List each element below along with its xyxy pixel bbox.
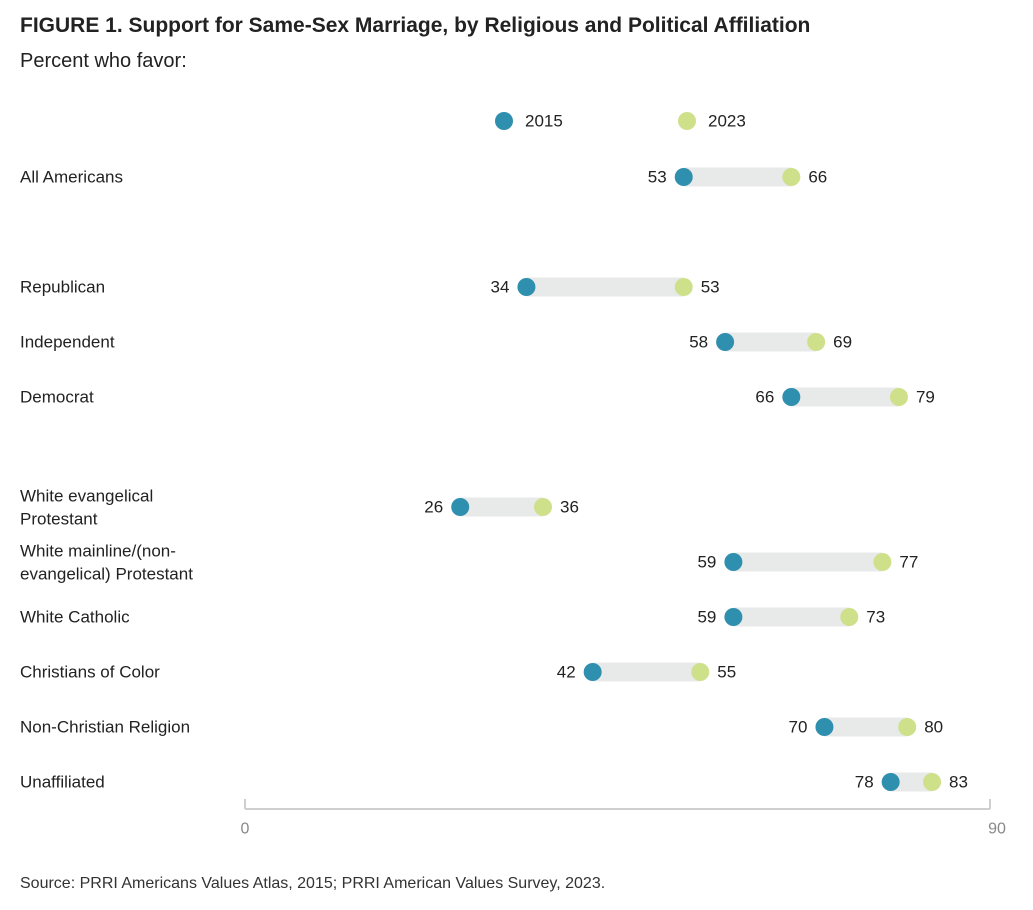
category-label: All Americans bbox=[20, 168, 123, 187]
range-bar bbox=[592, 662, 701, 682]
value-label-2023: 79 bbox=[916, 388, 935, 407]
legend-marker-2015 bbox=[495, 112, 513, 130]
point-2015 bbox=[724, 608, 743, 626]
point-2015 bbox=[782, 388, 801, 406]
category-label-line1: White mainline/(non- bbox=[20, 542, 176, 561]
source-note: Source: PRRI Americans Values Atlas, 201… bbox=[20, 875, 606, 892]
point-2015 bbox=[583, 663, 602, 681]
value-label-2015: 26 bbox=[424, 498, 443, 517]
value-label-2023: 73 bbox=[866, 608, 885, 627]
range-bar bbox=[725, 332, 817, 352]
value-label-2023: 69 bbox=[833, 333, 852, 352]
range-bar bbox=[733, 607, 850, 627]
point-2015 bbox=[724, 553, 743, 571]
point-2023 bbox=[840, 608, 859, 626]
category-label: White Catholic bbox=[20, 608, 130, 627]
dumbbell-chart: 2015 2023 All Americans 53 66 Republican 34 53 I… bbox=[20, 112, 1006, 838]
legend-label-2015: 2015 bbox=[525, 112, 563, 131]
point-2023 bbox=[898, 718, 917, 736]
category-label-line2: Protestant bbox=[20, 510, 98, 529]
category-label: Republican bbox=[20, 278, 105, 297]
point-2023 bbox=[691, 663, 710, 681]
point-2023 bbox=[534, 498, 552, 516]
point-2023 bbox=[674, 278, 693, 296]
range-bar bbox=[890, 772, 933, 792]
value-label-2015: 59 bbox=[697, 608, 716, 627]
range-bar bbox=[733, 552, 883, 572]
category-label: Independent bbox=[20, 333, 115, 352]
value-label-2023: 80 bbox=[924, 718, 943, 737]
value-label-2015: 53 bbox=[648, 168, 667, 187]
chart-title: FIGURE 1. Support for Same-Sex Marriage,… bbox=[20, 14, 811, 37]
value-label-2023: 77 bbox=[899, 553, 918, 572]
point-2015 bbox=[716, 333, 735, 351]
point-2015 bbox=[517, 278, 536, 296]
category-label-line2: evangelical) Protestant bbox=[20, 565, 193, 584]
value-label-2015: 66 bbox=[755, 388, 774, 407]
point-2023 bbox=[782, 168, 801, 186]
category-label: Democrat bbox=[20, 388, 94, 407]
range-bar bbox=[683, 167, 792, 187]
point-2023 bbox=[807, 333, 826, 351]
value-label-2015: 59 bbox=[697, 553, 716, 572]
category-label: Non-Christian Religion bbox=[20, 718, 190, 737]
point-2023 bbox=[923, 773, 942, 791]
legend-label-2023: 2023 bbox=[708, 112, 746, 131]
value-label-2015: 70 bbox=[789, 718, 808, 737]
value-label-2015: 42 bbox=[557, 663, 576, 682]
x-tick-label: 0 bbox=[241, 821, 250, 838]
range-bar bbox=[824, 717, 908, 737]
category-label: Unaffiliated bbox=[20, 773, 105, 792]
point-2023 bbox=[889, 388, 908, 406]
value-label-2023: 83 bbox=[949, 773, 968, 792]
value-label-2015: 34 bbox=[491, 278, 510, 297]
point-2015 bbox=[815, 718, 834, 736]
point-2015 bbox=[451, 498, 470, 516]
value-label-2015: 58 bbox=[689, 333, 708, 352]
point-2015 bbox=[674, 168, 693, 186]
x-tick-label: 90 bbox=[988, 821, 1006, 838]
value-label-2023: 36 bbox=[560, 498, 579, 517]
legend-marker-2023 bbox=[678, 112, 696, 130]
range-bar bbox=[460, 497, 543, 517]
category-label-line1: White evangelical bbox=[20, 487, 153, 506]
point-2023 bbox=[873, 553, 892, 571]
chart-subtitle: Percent who favor: bbox=[20, 50, 187, 72]
value-label-2023: 66 bbox=[808, 168, 827, 187]
value-label-2023: 53 bbox=[701, 278, 720, 297]
value-label-2023: 55 bbox=[717, 663, 736, 682]
range-bar bbox=[526, 277, 684, 297]
point-2015 bbox=[881, 773, 900, 791]
category-label: Christians of Color bbox=[20, 663, 160, 682]
value-label-2015: 78 bbox=[855, 773, 874, 792]
range-bar bbox=[791, 387, 899, 407]
